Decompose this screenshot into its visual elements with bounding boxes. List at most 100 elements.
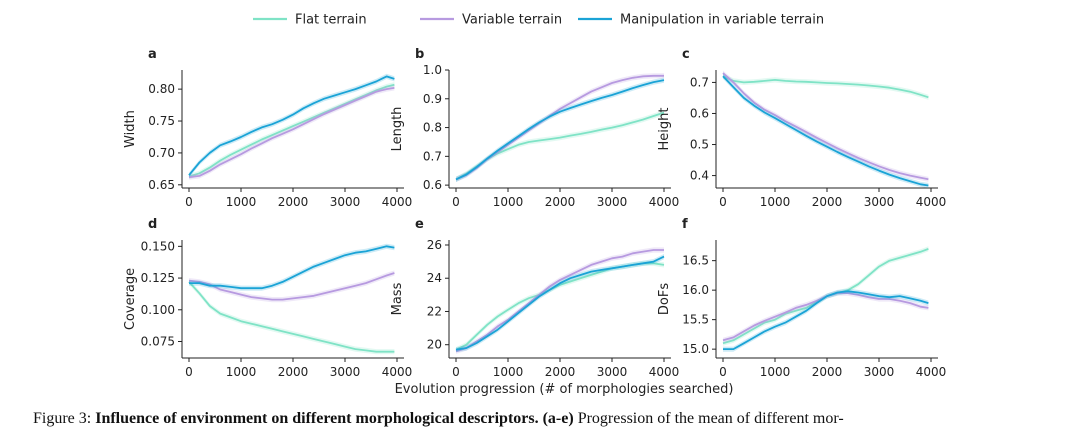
y-tick-label: 16.5 bbox=[682, 254, 709, 268]
panel-letter: d bbox=[148, 217, 157, 232]
x-tick-label: 3000 bbox=[597, 195, 628, 209]
series-line bbox=[188, 272, 395, 301]
x-tick-label: 0 bbox=[185, 195, 193, 209]
caption-text: Progression of the mean of different mor… bbox=[573, 410, 844, 427]
x-tick-label: 3000 bbox=[864, 195, 895, 209]
series-band bbox=[456, 110, 664, 182]
panel-f: f 15.0 15.5 16.0 16.5 0 1000 2000 3000 4000 DoFs bbox=[657, 217, 946, 379]
series-line bbox=[722, 292, 929, 342]
legend-label: Manipulation in variable terrain bbox=[620, 13, 824, 28]
legend-item: Variable terrain bbox=[420, 13, 562, 28]
series-line bbox=[455, 111, 665, 181]
x-tick-label: 3000 bbox=[597, 365, 628, 379]
legend-item: Manipulation in variable terrain bbox=[578, 13, 824, 28]
x-tick-label: 2000 bbox=[545, 365, 576, 379]
series-band bbox=[189, 85, 395, 180]
y-tick-label: 1.0 bbox=[423, 63, 442, 77]
series-band bbox=[456, 254, 664, 353]
x-tick-label: 4000 bbox=[649, 195, 680, 209]
panel-letter: c bbox=[682, 47, 690, 62]
y-axis-label: DoFs bbox=[657, 283, 672, 315]
panel-e: e 20 22 24 26 0 1000 2000 3000 4000 Mass bbox=[390, 217, 679, 379]
series-band bbox=[189, 73, 395, 178]
y-axis-label: Mass bbox=[390, 282, 405, 315]
x-tick-label: 1000 bbox=[226, 195, 257, 209]
series-line bbox=[188, 75, 395, 176]
y-axis-label: Width bbox=[123, 110, 138, 148]
series-line bbox=[455, 255, 665, 351]
series-line bbox=[455, 79, 665, 181]
series-band bbox=[456, 77, 664, 182]
y-tick-label: 0.7 bbox=[690, 75, 709, 89]
series-band bbox=[723, 73, 929, 100]
y-tick-label: 16.0 bbox=[682, 283, 709, 297]
series-line bbox=[455, 249, 664, 353]
caption-panels-ref: (a-e) bbox=[542, 410, 574, 427]
x-tick-label: 1000 bbox=[226, 365, 257, 379]
x-tick-label: 3000 bbox=[330, 365, 361, 379]
legend-label: Variable terrain bbox=[462, 13, 562, 28]
x-tick-label: 0 bbox=[452, 195, 460, 209]
y-tick-label: 0.80 bbox=[148, 82, 175, 96]
x-tick-label: 4000 bbox=[382, 365, 413, 379]
y-tick-label: 0.100 bbox=[141, 303, 175, 317]
x-tick-label: 2000 bbox=[812, 195, 843, 209]
x-axis-label: Evolution progression (# of morphologies… bbox=[395, 382, 734, 397]
y-tick-label: 24 bbox=[427, 271, 442, 285]
panel-a: a 0.65 0.70 0.75 0.80 0 1000 2000 3000 4000 Width bbox=[123, 47, 412, 209]
x-tick-label: 2000 bbox=[278, 195, 309, 209]
series-line bbox=[189, 245, 395, 290]
panel-c: c 0.4 0.5 0.6 0.7 0 1000 2000 3000 4000 Height bbox=[657, 47, 946, 209]
series-line bbox=[722, 72, 929, 181]
panel-b: b 0.6 0.7 0.8 0.9 1.0 0 1000 2000 3000 4000 Length bbox=[390, 47, 679, 209]
x-tick-label: 1000 bbox=[493, 365, 524, 379]
y-tick-label: 0.5 bbox=[690, 138, 709, 152]
y-axis-label: Height bbox=[657, 108, 672, 151]
x-tick-label: 0 bbox=[185, 365, 193, 379]
y-tick-label: 0.8 bbox=[423, 121, 442, 135]
y-tick-label: 26 bbox=[427, 238, 442, 252]
chart-panels: a0.650.700.750.800 1000 2000 3000 4000Widthb… bbox=[123, 47, 946, 379]
y-tick-label: 0.125 bbox=[141, 271, 175, 285]
legend-label: Flat terrain bbox=[295, 13, 367, 28]
panel-letter: b bbox=[415, 47, 424, 62]
series-line bbox=[188, 281, 395, 353]
legend: Flat terrain Variable terrain Manipulation… bbox=[253, 13, 824, 28]
x-tick-label: 0 bbox=[452, 365, 460, 379]
figure-caption: Figure 3: Influence of environment on di… bbox=[33, 410, 1073, 428]
panel-letter: f bbox=[682, 217, 688, 232]
y-tick-label: 0.7 bbox=[423, 149, 442, 163]
series-line bbox=[723, 290, 929, 351]
y-tick-label: 0.6 bbox=[690, 106, 709, 120]
panel-d: d 0.075 0.100 0.125 0.150 0 1000 2000 3000 4000 Co… bbox=[123, 217, 412, 379]
y-tick-label: 0.9 bbox=[423, 92, 442, 106]
y-tick-label: 22 bbox=[427, 304, 442, 318]
y-axis-label: Length bbox=[390, 107, 405, 152]
figure-3: Flat terrain Variable terrain Manipulation… bbox=[123, 13, 946, 398]
x-tick-label: 2000 bbox=[278, 365, 309, 379]
y-tick-label: 20 bbox=[427, 338, 442, 352]
x-tick-label: 2000 bbox=[545, 195, 576, 209]
caption-title: Influence of environment on different mo… bbox=[95, 410, 539, 427]
x-tick-label: 4000 bbox=[916, 195, 947, 209]
y-tick-label: 0.4 bbox=[690, 169, 709, 183]
caption-prefix: Figure 3: bbox=[33, 410, 96, 427]
y-tick-label: 0.75 bbox=[148, 114, 175, 128]
x-tick-label: 1000 bbox=[760, 365, 791, 379]
series-line bbox=[188, 87, 395, 179]
y-tick-label: 0.6 bbox=[423, 178, 442, 192]
y-axis-label: Coverage bbox=[123, 268, 138, 330]
legend-item: Flat terrain bbox=[253, 13, 367, 28]
x-tick-label: 2000 bbox=[812, 365, 843, 379]
series-line bbox=[722, 75, 929, 187]
y-tick-label: 0.65 bbox=[148, 178, 175, 192]
series-line bbox=[188, 83, 395, 178]
x-tick-label: 1000 bbox=[760, 195, 791, 209]
x-tick-label: 3000 bbox=[330, 195, 361, 209]
x-tick-label: 0 bbox=[719, 365, 727, 379]
x-tick-label: 4000 bbox=[916, 365, 947, 379]
series-band bbox=[723, 288, 929, 352]
panel-letter: e bbox=[415, 217, 424, 232]
x-tick-label: 4000 bbox=[382, 195, 413, 209]
series-line bbox=[455, 74, 664, 181]
